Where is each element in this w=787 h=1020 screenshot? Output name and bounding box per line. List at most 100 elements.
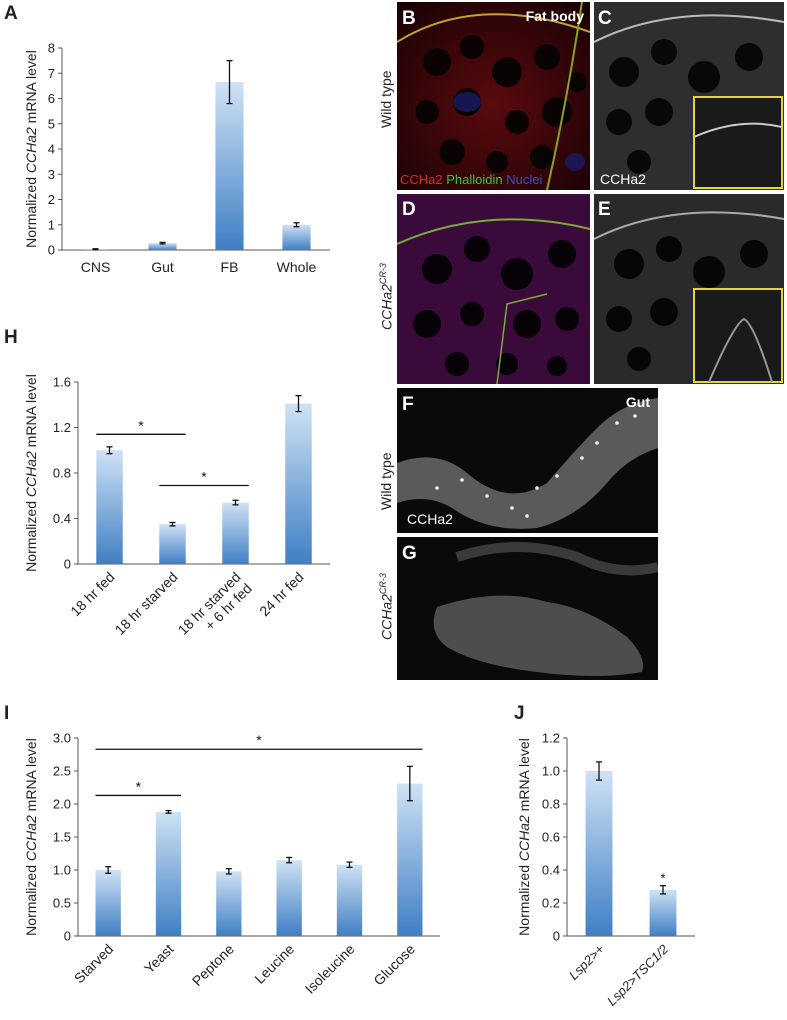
- stain-label-f: CCHa2: [407, 511, 453, 527]
- chart-h-y-axis-label-suffix: mRNA level: [23, 374, 39, 451]
- chart-i-y-axis-label-gene: CCHa2: [23, 815, 39, 861]
- chart-i-category-label-line: Leucine: [251, 941, 297, 987]
- chart-a-y-tick-label: 4: [48, 142, 55, 157]
- chart-j-y-tick-label: 0.6: [542, 830, 560, 845]
- row-label-wild-type-fatbody: Wild type: [378, 70, 394, 128]
- chart-a-category-label: Gut: [151, 259, 174, 275]
- micrograph-d-mutant-merge: [397, 194, 590, 384]
- chart-i-bar: [216, 871, 242, 936]
- chart-j-bar: [649, 889, 677, 936]
- row-label-mutant-sup-gut: CR-3: [378, 573, 388, 595]
- chart-a-y-axis-label-prefix: Normalized: [23, 173, 39, 248]
- gut-label: Gut: [625, 394, 650, 410]
- chart-a-y-tick-label: 2: [48, 192, 55, 207]
- chart-i-y-tick-label: 2.0: [53, 797, 71, 812]
- chart-j-category-label: Lsp2>TSC1/2: [604, 941, 672, 1009]
- chart-h-category-label: 18 hr fed: [67, 569, 117, 619]
- chart-h-category-label: 18 hr starved: [112, 569, 181, 638]
- panel-label-j: J: [514, 703, 525, 724]
- chart-a-y-tick-label: 0: [48, 243, 55, 258]
- chart-i-category-label: Peptone: [189, 941, 237, 989]
- row-label-mutant-fatbody: CCHa2CR-3: [378, 263, 395, 330]
- row-label-mutant-gene-gut: CCHa2: [378, 594, 395, 640]
- chart-j-y-axis-label-prefix: Normalized: [516, 861, 532, 936]
- chart-h-y-tick-label: 1.6: [53, 375, 71, 390]
- chart-h-bar: [159, 524, 186, 564]
- chart-h-bar: [285, 403, 312, 564]
- panel-label-c: C: [598, 8, 612, 29]
- chart-j-y-axis-label: Normalized CCHa2 mRNA level: [516, 738, 532, 936]
- micrograph-g-gut-mutant: [397, 537, 658, 680]
- chart-j-y-axis-label-gene: CCHa2: [516, 815, 532, 861]
- micrograph-f-gut-wild-type: Gut CCHa2: [397, 388, 658, 533]
- chart-a-bar: [282, 224, 311, 250]
- chart-h-category-label: 24 hr fed: [256, 569, 306, 619]
- chart-j-bar: [585, 771, 613, 936]
- chart-h-y-axis-label: Normalized CCHa2 mRNA level: [23, 374, 39, 572]
- chart-h: 0 0.4 0.8 1.2 1.6 Normalized CCHa2 mRNA level…: [23, 374, 330, 638]
- row-label-mutant-sup: CR-3: [378, 263, 388, 285]
- chart-i-category-label-line: Isoleucine: [302, 941, 358, 997]
- chart-i-bar: [155, 811, 182, 936]
- fat-body-label: Fat body: [525, 8, 584, 24]
- chart-i-bar: [397, 783, 423, 936]
- chart-h-bar: [222, 502, 249, 564]
- chart-a-y-tick-label: 7: [48, 66, 55, 81]
- panel-label-f: F: [402, 394, 414, 415]
- chart-h-y-tick-label: 1.2: [53, 420, 71, 435]
- chart-j: 0 0.2 0.4 0.6 0.8 1.0 1.2 Normalized CCHa2 mRNA…: [516, 731, 695, 1009]
- chart-j-category-label-line: Lsp2>TSC1/2: [604, 941, 672, 1009]
- chart-h-category-label-line: 18 hr fed: [67, 569, 117, 619]
- panel-label-a: A: [4, 3, 18, 24]
- chart-h-y-tick-label: 0.4: [53, 511, 71, 526]
- micrograph-g-image: [397, 537, 658, 680]
- chart-a-y-axis-label-suffix: mRNA level: [23, 50, 39, 127]
- chart-j-y-tick-label: 0: [553, 929, 560, 944]
- chart-h-significance-star: *: [138, 417, 144, 433]
- chart-i-y-axis-label-suffix: mRNA level: [23, 738, 39, 815]
- stain-legend: CCHa2 Phalloidin Nuclei: [400, 172, 542, 187]
- chart-h-bar: [96, 450, 123, 564]
- chart-j-y-tick-label: 0.4: [542, 863, 560, 878]
- chart-j-bar-asterisk: *: [660, 871, 665, 886]
- chart-i-y-tick-label: 1.0: [53, 863, 71, 878]
- row-label-mutant-gut: CCHa2CR-3: [378, 573, 395, 640]
- chart-i-y-axis-label: Normalized CCHa2 mRNA level: [23, 738, 39, 936]
- chart-i-category-label: Yeast: [141, 941, 177, 977]
- stain-legend-phalloidin: Phalloidin: [446, 172, 503, 187]
- chart-i-category-label-line: Peptone: [189, 941, 237, 989]
- micrograph-b-fat-body-merge: Fat body CCHa2 Phalloidin Nuclei: [397, 2, 590, 190]
- chart-j-category-label: Lsp2>+: [566, 941, 608, 983]
- chart-a-bar: [148, 243, 177, 250]
- chart-a-y-axis-label-gene: CCHa2: [23, 127, 39, 173]
- stain-legend-ccha2: CCHa2: [400, 172, 443, 187]
- chart-i-category-label-line: Yeast: [141, 941, 177, 977]
- chart-h-significance-star: *: [201, 469, 207, 485]
- chart-i-y-tick-label: 1.5: [53, 830, 71, 845]
- stain-legend-nuclei: Nuclei: [506, 172, 543, 187]
- chart-i-bar: [95, 870, 121, 936]
- chart-a-y-tick-label: 8: [48, 41, 55, 56]
- chart-i-bar: [276, 860, 302, 936]
- chart-a-y-axis-label: Normalized CCHa2 mRNA level: [23, 50, 39, 248]
- panel-label-e: E: [598, 199, 611, 220]
- chart-i-category-label: Leucine: [251, 941, 297, 987]
- chart-i-y-tick-label: 3.0: [53, 731, 71, 746]
- chart-h-category-label-line: 18 hr starved: [112, 569, 181, 638]
- chart-a-category-label: FB: [221, 259, 239, 275]
- chart-i-category-label: Starved: [71, 941, 116, 986]
- chart-j-category-label-line: Lsp2>+: [566, 941, 608, 983]
- chart-a-y-tick-label: 6: [48, 91, 55, 106]
- chart-h-y-axis-label-gene: CCHa2: [23, 451, 39, 497]
- chart-h-y-tick-label: 0.8: [53, 466, 71, 481]
- chart-i-y-tick-label: 2.5: [53, 764, 71, 779]
- chart-j-y-tick-label: 0.8: [542, 797, 560, 812]
- chart-a-category-label: CNS: [81, 259, 111, 275]
- panel-label-b: B: [402, 8, 416, 29]
- panel-label-i: I: [4, 703, 10, 724]
- row-label-mutant-gene: CCHa2: [378, 284, 395, 330]
- micrograph-f-image: [397, 388, 658, 533]
- chart-a: 0 1 2 3 4 5 6 7 8 Normalized CCHa2 mRNA level CNS G…: [23, 41, 330, 275]
- chart-i-bar: [336, 864, 363, 936]
- chart-i-significance-star: *: [136, 778, 142, 794]
